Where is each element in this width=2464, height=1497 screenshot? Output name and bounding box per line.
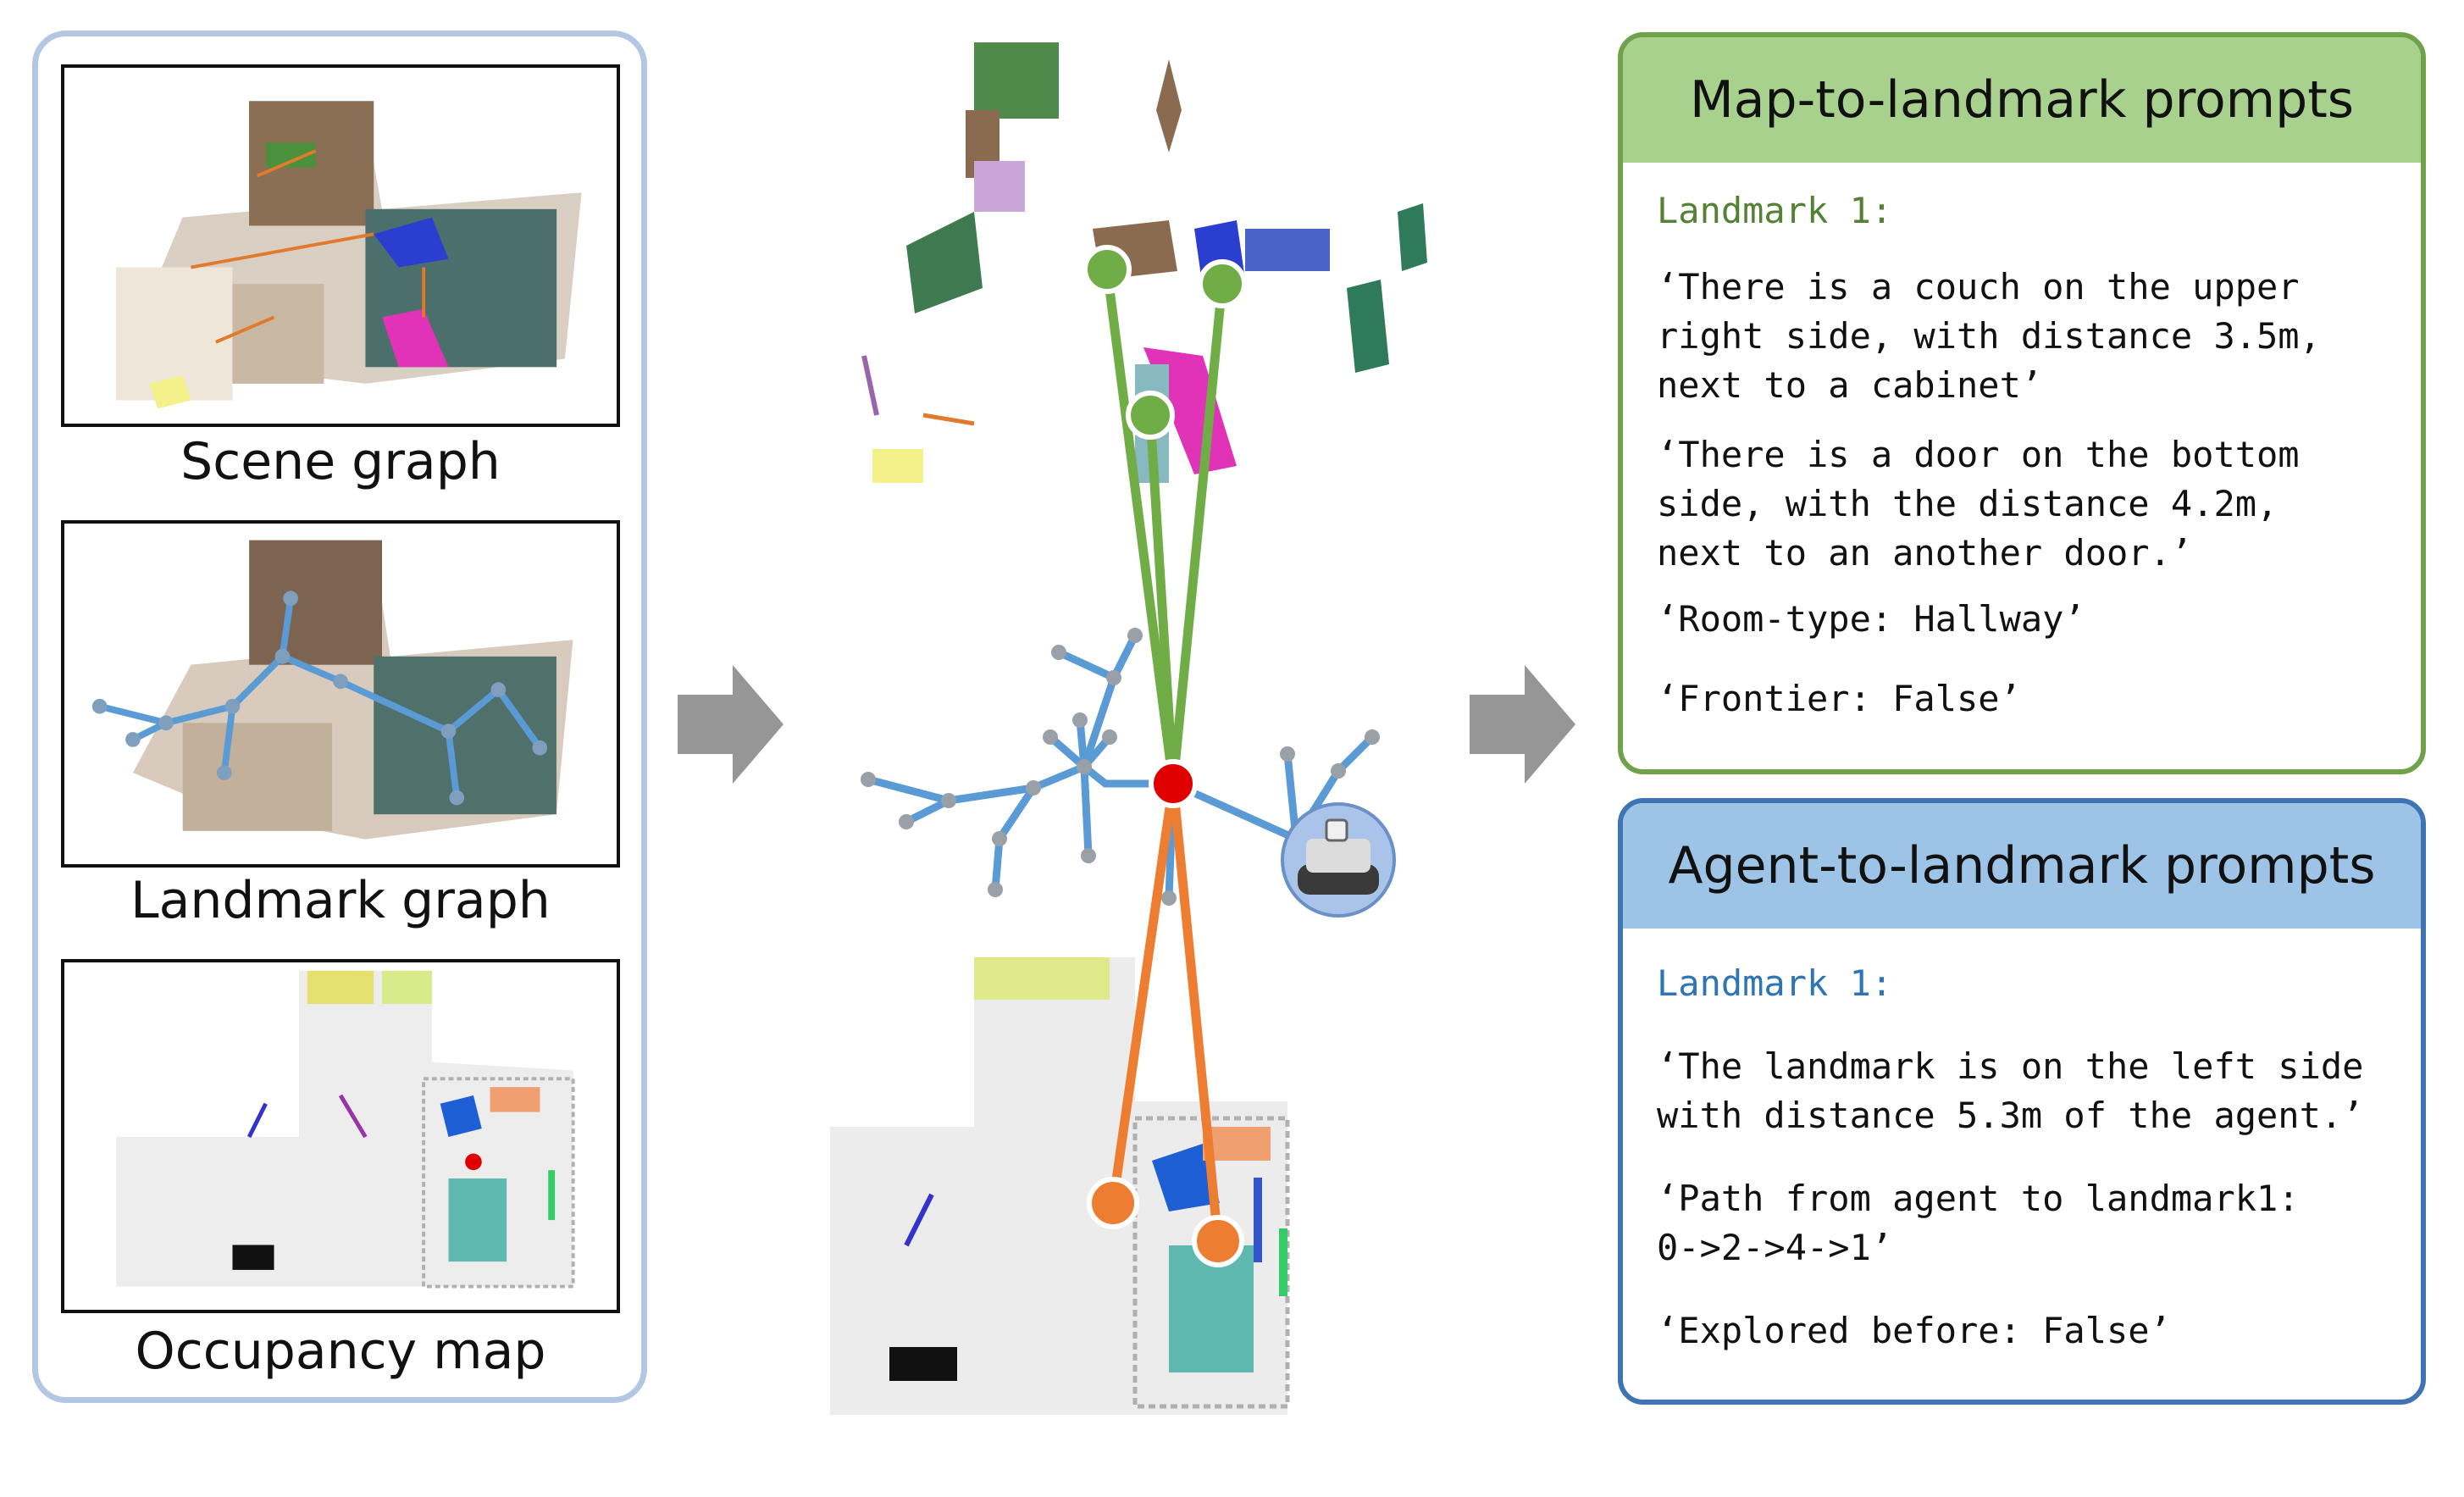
occupancy-map-image — [61, 959, 620, 1313]
landmark-graph-illustration — [91, 540, 573, 840]
landmark-edges-orange — [1108, 779, 1223, 1246]
prompt-line: ‘Frontier: False’ — [1657, 678, 2021, 719]
prompt-line: ‘The landmark is on the left side with d… — [1657, 1045, 2364, 1136]
landmark-edges-green — [1102, 264, 1227, 789]
scene-graph-illustration — [116, 101, 582, 409]
prompt-line: ‘There is a door on the bottom side, wit… — [1657, 434, 2300, 574]
landmark-node — [1126, 391, 1175, 440]
prompt-line: ‘Room-type: Hallway’ — [1657, 598, 2085, 640]
occupancy-map-illustration — [116, 970, 575, 1289]
caption-occupancy-map: Occupancy map — [135, 1322, 546, 1381]
landmark-node — [1192, 1215, 1244, 1267]
agent-node — [1149, 759, 1198, 808]
occupancy-bottom — [830, 957, 1290, 1415]
right-arrow-icon — [1470, 665, 1575, 784]
landmark-graph-diagram — [830, 42, 1427, 1415]
prompt-line: ‘Path from agent to landmark1: 0->2->4->… — [1657, 1178, 2300, 1268]
agent-to-landmark-title: Agent-to-landmark prompts — [1623, 803, 2421, 929]
landmark-node — [1198, 259, 1247, 308]
landmark-label: Landmark 1: — [1657, 962, 1893, 1004]
landmark-node — [1087, 1177, 1139, 1229]
map-to-landmark-panel: Map-to-landmark prompts Landmark 1: ‘The… — [1618, 32, 2426, 774]
agent-to-landmark-panel: Agent-to-landmark prompts Landmark 1: ‘T… — [1618, 798, 2426, 1405]
landmark-label: Landmark 1: — [1657, 190, 1893, 231]
prompt-line: ‘Explored before: False’ — [1657, 1310, 2171, 1351]
right-arrow-icon — [678, 665, 783, 784]
robot-icon — [1281, 802, 1396, 918]
map-to-landmark-title: Map-to-landmark prompts — [1623, 37, 2421, 163]
prompt-line: ‘There is a couch on the upper right sid… — [1657, 266, 2321, 406]
scene-graph-image — [61, 64, 620, 427]
caption-landmark-graph: Landmark graph — [130, 871, 551, 930]
caption-scene-graph: Scene graph — [180, 432, 501, 491]
landmark-graph-image — [61, 520, 620, 868]
landmark-node — [1082, 245, 1132, 294]
